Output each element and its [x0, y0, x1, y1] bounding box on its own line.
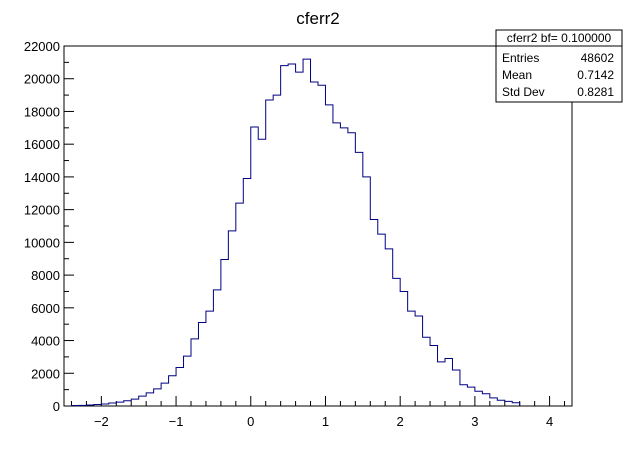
histogram-bin — [370, 219, 377, 406]
histogram-bin — [116, 402, 123, 406]
histogram-bin — [423, 337, 430, 406]
x-tick-label: 1 — [322, 414, 329, 429]
stats-stddev-label: Std Dev — [502, 85, 545, 99]
x-tick-label: −2 — [94, 414, 109, 429]
histogram-bin — [385, 249, 392, 406]
stats-mean-label: Mean — [502, 68, 532, 82]
y-tick-label: 18000 — [24, 104, 60, 119]
y-tick-label: 0 — [53, 399, 60, 414]
histogram-bin — [363, 177, 370, 406]
histogram-bin — [318, 85, 325, 406]
histogram-bin — [281, 66, 288, 406]
histogram-bin — [213, 290, 220, 406]
x-tick-label: 4 — [546, 414, 553, 429]
histogram-bin — [124, 401, 131, 406]
histogram-bin — [482, 394, 489, 406]
histogram-bin — [311, 82, 318, 406]
stats-stddev-value: 0.8281 — [577, 85, 614, 99]
histogram-bin — [273, 95, 280, 406]
y-tick-label: 4000 — [31, 334, 60, 349]
histogram-bin — [333, 123, 340, 406]
y-tick-label: 10000 — [24, 235, 60, 250]
histogram-bin — [490, 398, 497, 406]
histogram-bin — [161, 383, 168, 406]
histogram-bin — [340, 128, 347, 406]
histogram-bin — [198, 323, 205, 406]
histogram-bin — [266, 100, 273, 406]
y-tick-label: 16000 — [24, 137, 60, 152]
y-tick-label: 8000 — [31, 268, 60, 283]
histogram-bin — [348, 133, 355, 406]
histogram-bin — [497, 400, 504, 406]
histogram-bin — [460, 385, 467, 406]
histogram-bin — [415, 316, 422, 406]
histogram-bin — [393, 278, 400, 406]
histogram-bin — [467, 387, 474, 406]
histogram-bin — [296, 72, 303, 406]
histogram-bin — [325, 105, 332, 406]
histogram-bin — [400, 291, 407, 406]
histogram-bin — [408, 311, 415, 406]
histogram-bin — [475, 391, 482, 406]
y-tick-label: 12000 — [24, 203, 60, 218]
histogram-bin — [251, 127, 258, 406]
histogram-bin — [191, 339, 198, 406]
histogram-bin — [139, 396, 146, 406]
y-tick-label: 6000 — [31, 301, 60, 316]
y-tick-label: 14000 — [24, 170, 60, 185]
histogram-bin — [303, 59, 310, 406]
x-tick-label: 0 — [247, 414, 254, 429]
stats-box-title: cferr2 bf= 0.100000 — [507, 31, 612, 45]
histogram-bin — [505, 401, 512, 406]
x-tick-label: 3 — [471, 414, 478, 429]
y-tick-label: 20000 — [24, 72, 60, 87]
x-tick-label: 2 — [397, 414, 404, 429]
x-axis: −2 −1 0 1 2 3 4 — [70, 396, 566, 429]
histogram-bin — [258, 139, 265, 406]
histogram-bin — [445, 359, 452, 406]
histogram-bin — [184, 356, 191, 406]
histogram-series — [70, 58, 521, 407]
stats-entries-label: Entries — [502, 51, 539, 65]
histogram-bin — [228, 231, 235, 406]
histogram-bin — [243, 179, 250, 406]
chart-title: cferr2 — [296, 9, 339, 28]
histogram-bin — [206, 311, 213, 406]
y-tick-label: 22000 — [24, 39, 60, 54]
histogram-bin — [236, 203, 243, 406]
histogram-bin — [176, 368, 183, 406]
y-axis: 0 2000 4000 6000 8000 10000 12000 14000 16000 180… — [24, 39, 74, 414]
histogram-bin — [452, 370, 459, 406]
histogram-bin — [288, 64, 295, 406]
stats-box-frame — [495, 29, 623, 103]
histogram-outline — [70, 58, 521, 407]
histogram-bin — [438, 362, 445, 406]
stats-entries-value: 48602 — [581, 51, 615, 65]
histogram-bin — [430, 345, 437, 406]
histogram-bin — [146, 393, 153, 406]
histogram-bin — [221, 260, 228, 406]
histogram-bin — [131, 399, 138, 406]
histogram-bin — [355, 152, 362, 406]
stats-box: cferr2 bf= 0.100000 Entries 48602 Mean 0… — [495, 29, 623, 103]
histogram-bin — [378, 234, 385, 406]
histogram-bin — [154, 389, 161, 406]
histogram-bin — [169, 376, 176, 406]
x-tick-label: −1 — [169, 414, 184, 429]
y-tick-label: 2000 — [31, 366, 60, 381]
stats-mean-value: 0.7142 — [577, 68, 614, 82]
